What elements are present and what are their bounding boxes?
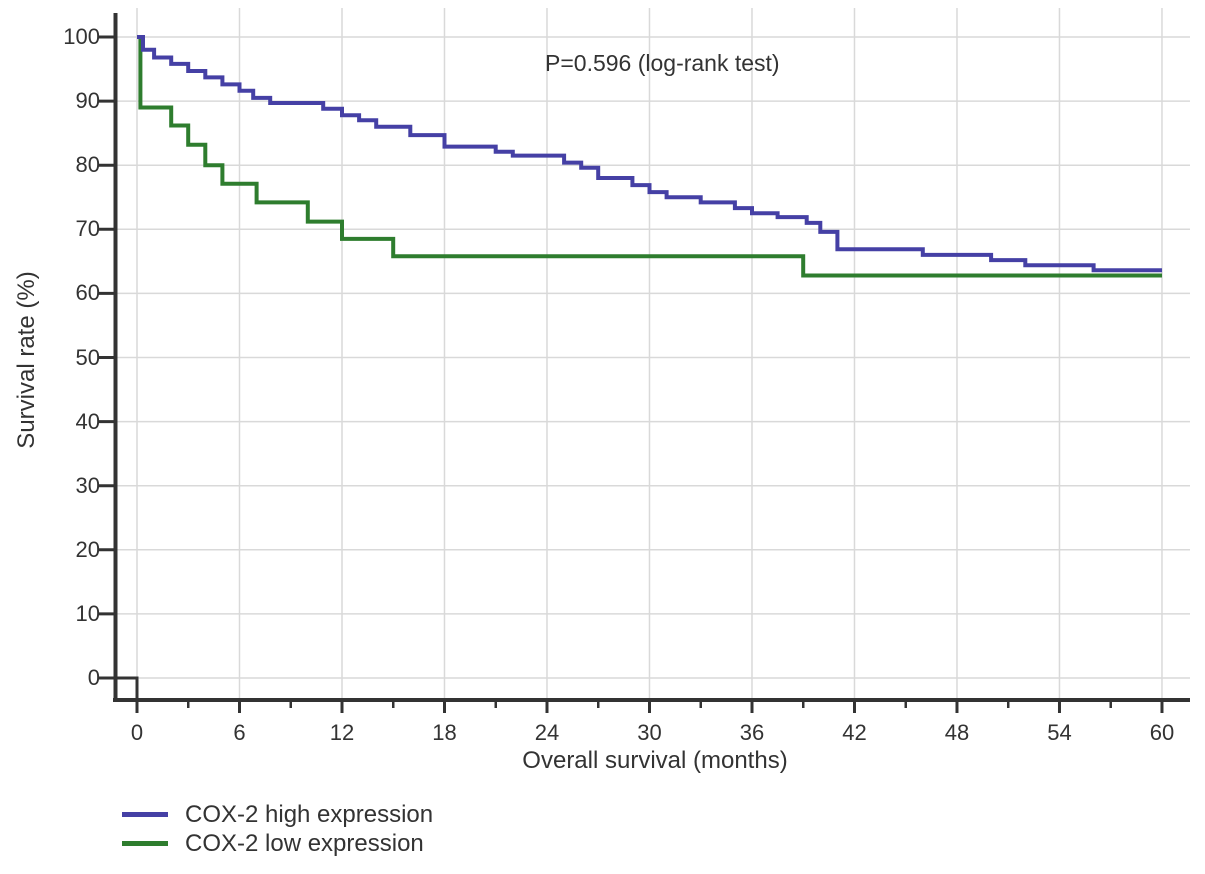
origin-notch <box>115 676 139 700</box>
legend-label-low: COX-2 low expression <box>185 829 424 857</box>
series-line-cox-2-high-expression <box>137 35 1162 273</box>
x-tick-label-48: 48 <box>944 720 970 745</box>
y-tick-label-50: 50 <box>75 344 100 370</box>
legend-swatch-low-line <box>122 841 168 846</box>
x-tick-label-18: 18 <box>432 720 457 745</box>
legend-label-high: COX-2 high expression <box>185 800 434 828</box>
legend-item-cox2-high: COX-2 high expression <box>122 800 433 829</box>
y-tick-label-70: 70 <box>75 216 100 242</box>
x-tick-label-60: 60 <box>1149 720 1175 745</box>
series-line-cox-2-low-expression <box>137 35 1162 278</box>
y-tick-label-100: 100 <box>63 24 100 49</box>
x-tick-label-30: 30 <box>637 720 662 745</box>
p-value-annotation: P=0.596 (log-rank test) <box>545 50 780 76</box>
y-tick-label-60: 60 <box>75 280 100 306</box>
legend-swatch-high-line <box>122 812 168 817</box>
y-tick-label-80: 80 <box>75 152 100 178</box>
y-tick-label-0: 0 <box>87 665 100 690</box>
x-axis-title: Overall survival (months) <box>522 747 788 774</box>
y-tick-label-40: 40 <box>75 408 100 434</box>
x-tick-label-24: 24 <box>534 720 560 745</box>
y-tick-label-90: 90 <box>75 88 100 114</box>
x-tick-label-12: 12 <box>329 720 355 745</box>
legend-item-cox2-low: COX-2 low expression <box>122 829 433 858</box>
y-tick-label-10: 10 <box>75 600 100 626</box>
legend: COX-2 high expression COX-2 low expressi… <box>122 800 433 858</box>
x-tick-label-36: 36 <box>739 720 765 745</box>
x-tick-label-54: 54 <box>1047 720 1072 745</box>
x-tick-label-6: 6 <box>233 720 246 745</box>
y-tick-label-30: 30 <box>75 472 100 498</box>
x-tick-label-0: 0 <box>130 720 144 745</box>
y-tick-label-20: 20 <box>75 536 100 562</box>
x-tick-label-42: 42 <box>842 720 867 745</box>
